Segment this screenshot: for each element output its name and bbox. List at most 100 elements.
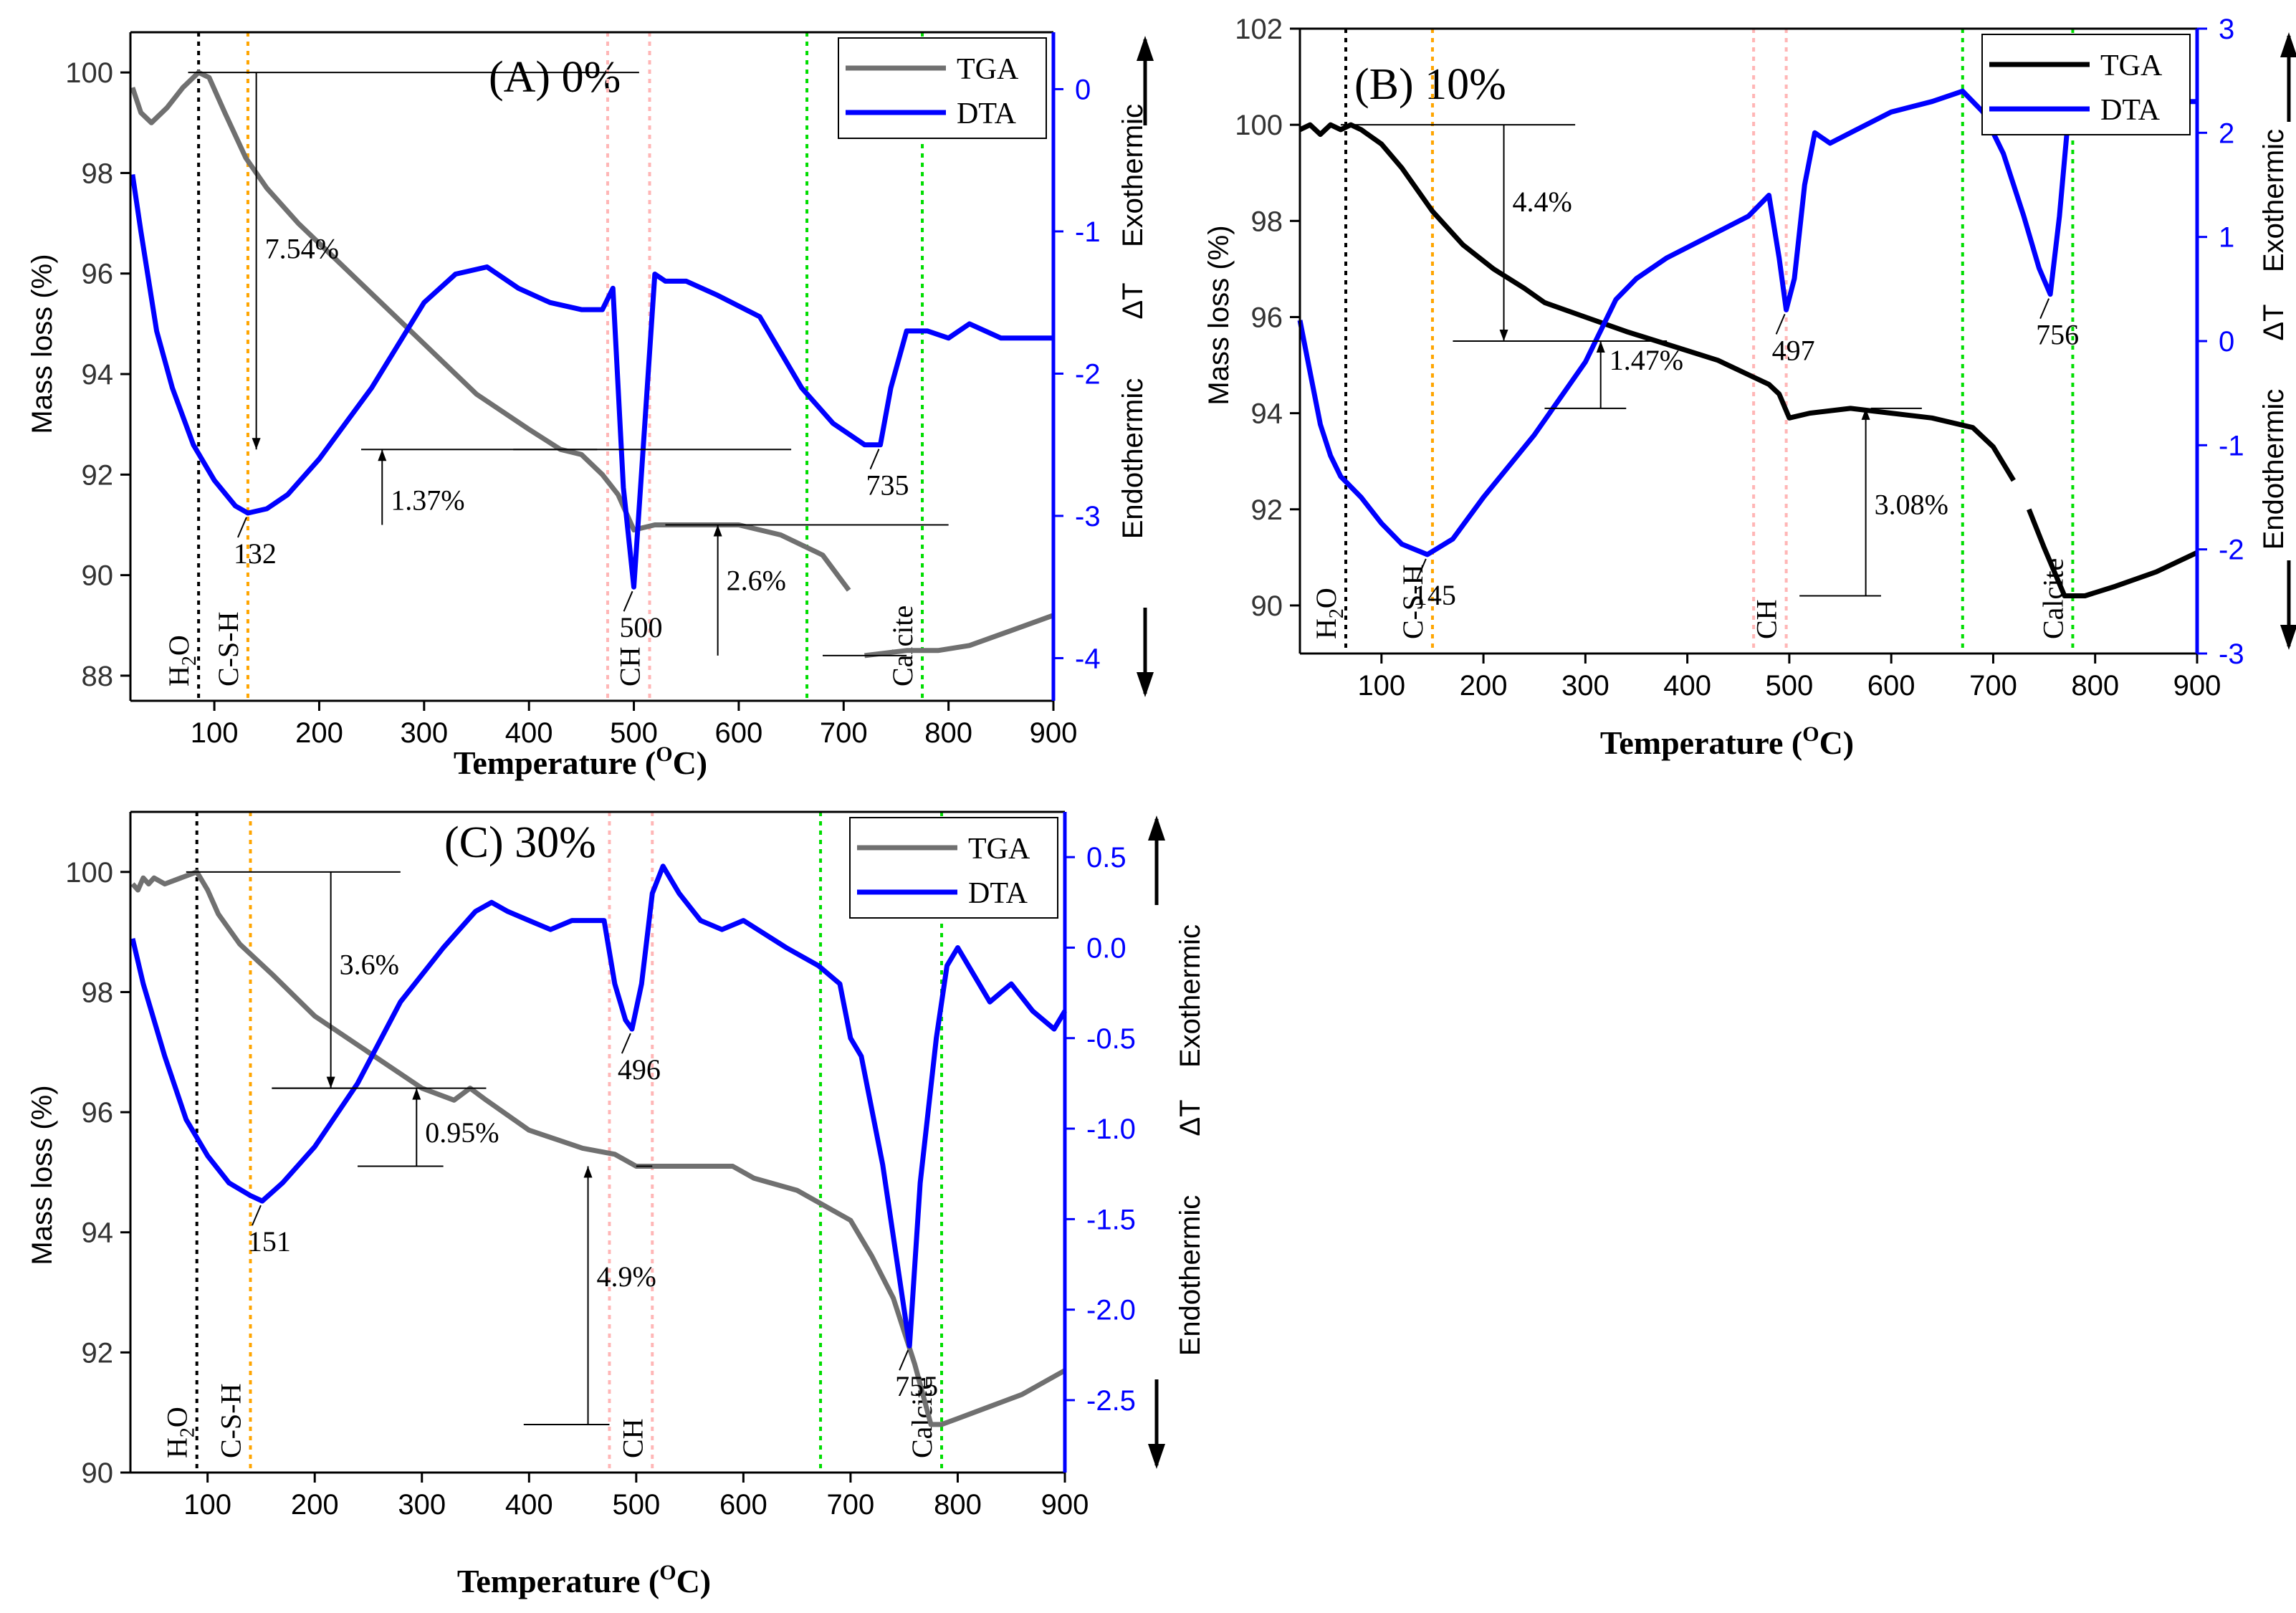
step-label: 4.4% xyxy=(1513,186,1572,218)
y-tick-label: 92 xyxy=(82,1337,114,1369)
x-tick-label: 100 xyxy=(183,1489,231,1521)
reference-line-label: CH xyxy=(1751,599,1783,639)
y-tick-label: 100 xyxy=(65,57,113,89)
y-tick-label: 98 xyxy=(82,158,114,189)
x-tick-label: 500 xyxy=(1766,670,1814,702)
peak-pointer xyxy=(1416,558,1427,580)
legend-label: TGA xyxy=(2100,49,2163,82)
reference-line-label: H2O xyxy=(163,635,201,686)
reference-line-label: CH xyxy=(614,646,646,686)
y2-tick-label: -2 xyxy=(1075,358,1101,390)
peak-pointer xyxy=(252,1205,262,1226)
legend-label: TGA xyxy=(968,833,1030,866)
panel-b-y2label-exo: Exothermic xyxy=(2258,129,2290,272)
y2-tick-label: -1.0 xyxy=(1086,1114,1136,1145)
x-tick-label: 900 xyxy=(1030,717,1078,749)
y-tick-label: 90 xyxy=(1251,590,1283,622)
legend-box xyxy=(1981,34,2191,135)
panel-c-y2label-exo: Exothermic xyxy=(1175,924,1206,1068)
series-dta-line xyxy=(130,863,1068,1349)
x-tick-label: 300 xyxy=(1561,670,1609,702)
panel-b-title: (B) 10% xyxy=(1354,60,1506,109)
x-tick-label: 300 xyxy=(398,1489,446,1521)
y2-tick-label: 0.5 xyxy=(1086,842,1127,873)
reference-line-label: C-S-H xyxy=(214,1384,247,1458)
step-arrow-head xyxy=(326,1076,335,1088)
x-tick-label: 300 xyxy=(400,717,448,749)
chart-panel-a: H2O C-S-H CH Calcite 100 200 300 400 500 600 700 80… xyxy=(65,31,1154,749)
y2-tick-label: -3 xyxy=(1075,501,1101,532)
step-label: 0.95% xyxy=(425,1116,499,1149)
peak-label: 755 xyxy=(895,1370,938,1402)
panel-c-y2label-delta: ΔT xyxy=(1175,1099,1206,1136)
endo-arrow-head xyxy=(2280,625,2296,650)
y2-tick-label: -2.5 xyxy=(1086,1385,1136,1417)
step-arrow-head xyxy=(252,438,261,450)
y2-tick-label: -4 xyxy=(1075,643,1101,674)
x-tick-label: 800 xyxy=(2071,670,2119,702)
panel-a-ylabel: Mass loss (%) xyxy=(27,254,58,434)
peak-pointer xyxy=(237,517,247,538)
y-tick-label: 96 xyxy=(1251,302,1283,333)
reference-line-label: H2O xyxy=(161,1407,199,1458)
legend-box xyxy=(849,817,1058,919)
y2-tick-label: 0 xyxy=(2219,326,2234,358)
panel-a-static: (A) 0% Mass loss (%) Endothermic ΔT Exot… xyxy=(27,53,1149,781)
step-arrow-head xyxy=(412,1088,421,1100)
y2-tick-label: -1.5 xyxy=(1086,1204,1136,1235)
step-label: 4.9% xyxy=(597,1260,656,1293)
x-tick-label: 100 xyxy=(191,717,239,749)
peak-label: 756 xyxy=(2036,319,2079,351)
series-tga-line xyxy=(2027,508,2199,598)
step-arrow-head xyxy=(713,525,722,537)
panel-b-xlabel: Temperature (OC) xyxy=(1600,722,1854,761)
series-tga-line xyxy=(130,70,851,592)
y2-tick-label: 2 xyxy=(2219,118,2234,149)
x-tick-label: 500 xyxy=(610,717,658,749)
step-arrow-head xyxy=(1596,341,1605,353)
x-tick-label: 500 xyxy=(612,1489,660,1521)
y2-tick-label: 0 xyxy=(1075,74,1091,105)
peak-pointer xyxy=(623,590,633,612)
reference-line-label: CH xyxy=(616,1418,649,1458)
panel-c-ylabel: Mass loss (%) xyxy=(27,1085,58,1265)
y2-tick-label: -2 xyxy=(2219,535,2244,566)
panel-c-title: (C) 30% xyxy=(444,818,596,867)
panel-a-y2label-exo: Exothermic xyxy=(1117,104,1149,247)
y2-tick-label: 0.0 xyxy=(1086,932,1127,964)
y2-tick-label: -1 xyxy=(1075,216,1101,248)
y2-tick-label: 1 xyxy=(2219,222,2234,254)
x-tick-label: 400 xyxy=(505,717,553,749)
y2-tick-label: -3 xyxy=(2219,638,2244,670)
step-arrow-head xyxy=(1499,330,1508,341)
step-arrow-head xyxy=(1861,408,1870,420)
step-label: 7.54% xyxy=(265,233,339,265)
x-tick-label: 900 xyxy=(2173,670,2221,702)
x-tick-label: 700 xyxy=(1969,670,2017,702)
series-tga-line xyxy=(1298,122,2016,482)
legend-label: DTA xyxy=(968,877,1028,910)
exo-arrow-head xyxy=(1148,815,1165,841)
x-tick-label: 600 xyxy=(715,717,763,749)
step-label: 3.6% xyxy=(340,948,399,980)
peak-label: 145 xyxy=(1413,579,1456,611)
y-tick-label: 92 xyxy=(82,459,114,491)
series-tga-line xyxy=(130,869,1066,1427)
y-tick-label: 94 xyxy=(82,359,114,391)
x-tick-label: 200 xyxy=(1460,670,1508,702)
peak-pointer xyxy=(899,1349,909,1371)
panel-c-static: (C) 30% Mass loss (%) Endothermic ΔT Exo… xyxy=(27,818,1206,1599)
y-tick-label: 98 xyxy=(82,977,114,1008)
peak-label: 151 xyxy=(248,1225,291,1258)
panel-b-ylabel: Mass loss (%) xyxy=(1203,225,1235,405)
reference-line-label: Calcite xyxy=(886,606,919,686)
exo-arrow-head xyxy=(1137,36,1154,61)
step-label: 2.6% xyxy=(727,565,786,597)
series-tga-line xyxy=(864,613,1055,659)
peak-label: 496 xyxy=(618,1053,661,1086)
x-tick-label: 200 xyxy=(291,1489,339,1521)
y-tick-label: 90 xyxy=(82,560,114,592)
